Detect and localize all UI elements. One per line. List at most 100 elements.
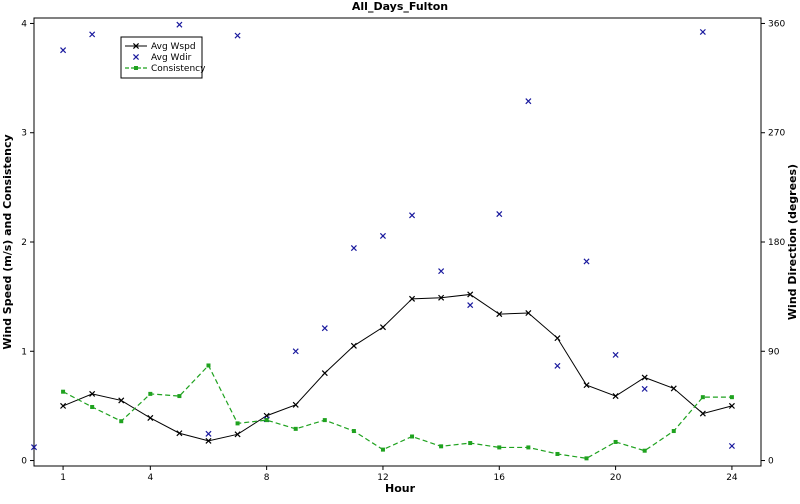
- wspd-point: [438, 294, 445, 301]
- wspd-point: [525, 309, 532, 317]
- legend-label: Consistency: [151, 64, 206, 74]
- wspd-point: [467, 291, 474, 298]
- wdir-point: [89, 31, 96, 38]
- x-tick-label: 8: [264, 473, 270, 483]
- wspd-point: [60, 402, 67, 409]
- wspd-line: [62, 293, 733, 442]
- x-tick-label: 1: [60, 473, 66, 483]
- wspd-point: [612, 393, 619, 400]
- x-tick-label: 4: [147, 473, 153, 483]
- x-tick-label: 24: [726, 473, 738, 483]
- y-left-tick-label: 3: [21, 129, 27, 139]
- x-tick-label: 20: [610, 473, 622, 483]
- wspd-point: [234, 431, 241, 438]
- consistency-point: [613, 439, 618, 444]
- y-left-tick-label: 2: [21, 238, 27, 248]
- y-left-axis-label: Wind Speed (m/s) and Consistency: [1, 134, 14, 349]
- wspd-point: [118, 397, 125, 404]
- legend-swatch-marker: [132, 42, 140, 50]
- wdir-point: [176, 21, 183, 28]
- consistency-point: [322, 418, 327, 423]
- consistency-point: [439, 444, 444, 449]
- consistency-point: [380, 447, 385, 452]
- wdir-point: [234, 32, 241, 39]
- x-axis-label: Hour: [385, 482, 416, 495]
- consistency-point: [555, 451, 560, 456]
- consistency-point: [90, 404, 95, 409]
- y-right-tick-label: 270: [768, 129, 785, 139]
- wdir-point: [60, 47, 67, 54]
- wdir-point: [379, 232, 386, 239]
- wspd-point: [699, 410, 706, 417]
- wspd-point: [670, 385, 677, 392]
- consistency-point: [351, 429, 356, 434]
- wspd-point: [641, 374, 648, 381]
- wspd-point: [496, 311, 503, 318]
- series-avg-wspd: [60, 291, 735, 444]
- y-left-tick-label: 0: [21, 457, 27, 467]
- wdir-point: [409, 212, 416, 219]
- consistency-point: [410, 434, 415, 439]
- wdir-point: [583, 258, 590, 265]
- series-layer: [30, 21, 735, 461]
- consistency-point: [584, 456, 589, 461]
- wspd-point: [89, 390, 96, 397]
- y-left-tick-label: 1: [21, 347, 27, 357]
- wspd-point: [728, 402, 735, 409]
- consistency-point: [148, 391, 153, 396]
- series-consistency: [61, 363, 734, 461]
- wspd-point: [350, 342, 357, 349]
- consistency-point: [468, 441, 473, 446]
- consistency-point: [642, 448, 647, 453]
- wdir-point: [438, 268, 445, 275]
- wspd-point: [147, 414, 154, 421]
- chart-title: All_Days_Fulton: [352, 0, 448, 13]
- consistency-point: [700, 395, 705, 400]
- wdir-point: [641, 385, 648, 392]
- wdir-point: [554, 362, 561, 369]
- consistency-point: [497, 445, 502, 450]
- legend-label: Avg Wspd: [151, 42, 196, 52]
- wspd-point: [321, 370, 328, 377]
- wdir-point: [467, 302, 474, 309]
- wdir-point: [728, 442, 735, 449]
- y-right-axis-label: Wind Direction (degrees): [786, 164, 799, 320]
- consistency-point: [119, 419, 124, 424]
- wspd-point: [409, 295, 416, 302]
- wdir-point: [525, 98, 532, 105]
- consistency-point: [526, 445, 531, 450]
- consistency-point: [177, 394, 182, 399]
- consistency-point: [293, 426, 298, 431]
- wdir-point: [292, 348, 299, 355]
- wdir-point: [205, 430, 212, 437]
- x-tick-label: 12: [377, 473, 388, 483]
- legend-swatch-marker: [134, 66, 138, 70]
- wspd-point: [205, 437, 212, 444]
- wdir-point: [612, 351, 619, 358]
- y-right-tick-label: 180: [768, 238, 785, 248]
- wspd-point: [176, 430, 183, 437]
- y-right-tick-label: 90: [768, 347, 780, 357]
- y-right-tick-label: 360: [768, 19, 785, 29]
- series-avg-wdir: [30, 21, 735, 451]
- consistency-point: [729, 395, 734, 400]
- wspd-point: [379, 324, 386, 331]
- consistency-point: [61, 389, 66, 394]
- y-left-tick-label: 4: [21, 19, 27, 29]
- wdir-point: [496, 211, 503, 218]
- consistency-line: [62, 364, 732, 459]
- consistency-point: [671, 429, 676, 434]
- wspd-point: [292, 401, 299, 408]
- consistency-point: [235, 421, 240, 426]
- wspd-point: [554, 335, 561, 342]
- y-right-tick-label: 0: [768, 457, 774, 467]
- legend-swatch-marker: [132, 53, 140, 61]
- wdir-point: [699, 28, 706, 35]
- consistency-point: [264, 418, 269, 423]
- wdir-point: [350, 245, 357, 252]
- consistency-point: [206, 363, 211, 368]
- legend-label: Avg Wdir: [151, 53, 192, 63]
